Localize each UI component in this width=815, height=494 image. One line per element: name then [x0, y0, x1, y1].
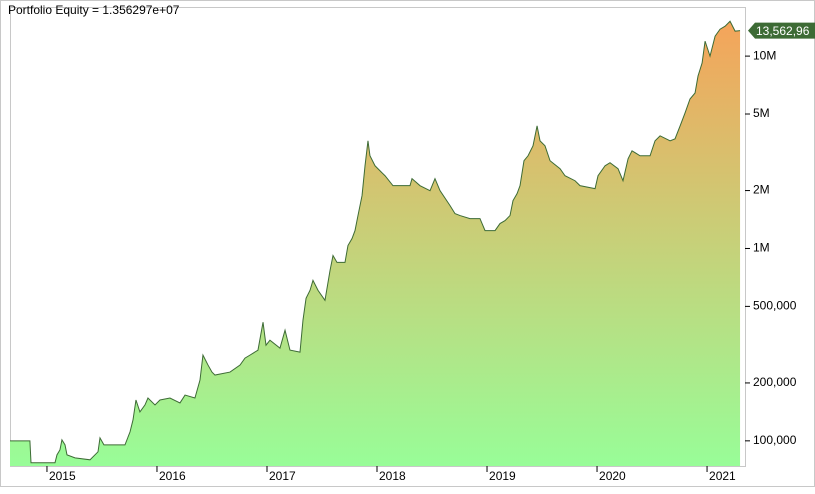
y-tick-label: 10M	[753, 48, 776, 62]
equity-area	[10, 21, 741, 467]
x-tick-label: 2016	[159, 469, 186, 483]
y-tick-label: 100,000	[753, 433, 797, 447]
x-tick-label: 2019	[489, 469, 516, 483]
y-tick-label: 200,000	[753, 375, 797, 389]
plot-frame	[10, 7, 746, 467]
x-tick-label: 2015	[49, 469, 76, 483]
x-tick-label: 2017	[269, 469, 296, 483]
equity-line	[10, 20, 741, 464]
last-value-box	[748, 22, 815, 39]
y-tick-label: 5M	[753, 106, 770, 120]
y-tick-label: 2M	[753, 183, 770, 197]
x-tick-label: 2021	[709, 469, 736, 483]
chart-title: Portfolio Equity = 1.356297e+07	[8, 3, 180, 17]
x-tick-label: 2020	[599, 469, 626, 483]
x-tick-label: 2018	[379, 469, 406, 483]
last-value-label: 13,562,96	[756, 24, 810, 38]
y-tick-label: 1M	[753, 241, 770, 255]
y-tick-label: 500,000	[753, 299, 797, 313]
